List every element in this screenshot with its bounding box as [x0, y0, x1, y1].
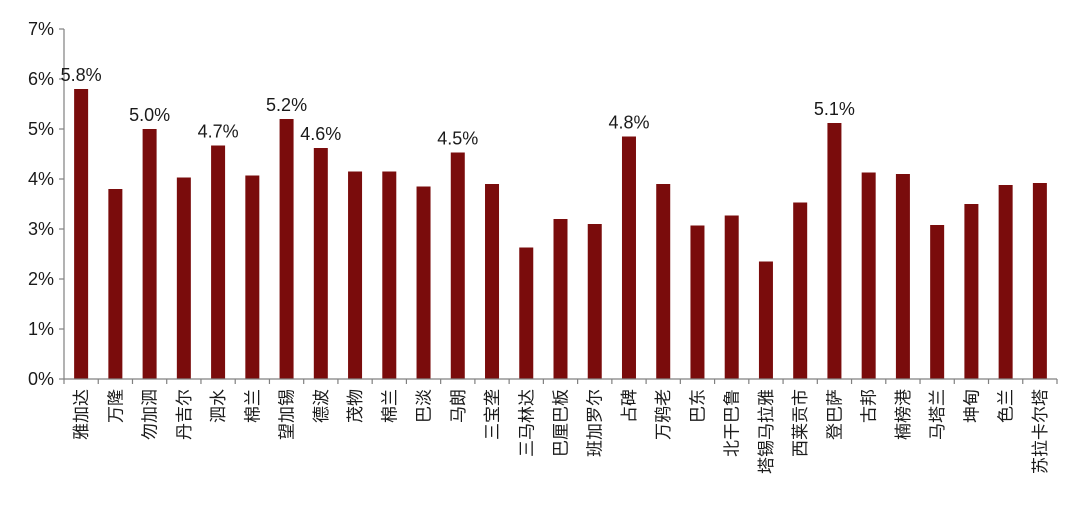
x-tick-label: 棉兰 — [243, 389, 263, 423]
x-tick-label: 西莱贡市 — [791, 389, 811, 457]
bar — [108, 189, 123, 379]
y-tick-label: 1% — [28, 319, 54, 339]
x-axis: 雅加达 万隆 勿加泗 丹吉尔 泗水 棉兰 望加锡 德波 茂物 棉兰 巴淡 马朗 三宝垄 三马林达 巴厘巴板班… — [63, 378, 1058, 474]
bar — [416, 186, 431, 379]
bar — [348, 171, 363, 379]
x-tick-label: 棉兰 — [380, 389, 400, 423]
x-tick-label: 茂物 — [346, 389, 366, 423]
x-tick-label: 马朗 — [449, 389, 469, 423]
x-tick-label: 望加锡 — [278, 389, 298, 440]
bar — [279, 119, 294, 379]
bar — [142, 129, 157, 379]
bar — [553, 219, 568, 379]
x-tick-label: 泗水 — [209, 389, 229, 423]
x-tick-label: 万隆 — [106, 389, 126, 423]
bar — [519, 247, 534, 379]
bar — [827, 123, 842, 379]
x-tick-label: 三宝垄 — [483, 389, 503, 440]
x-tick-label: 苏拉卡尔塔 — [1031, 389, 1051, 474]
bar — [176, 177, 191, 379]
bar — [724, 215, 739, 379]
data-label: 5.2% — [266, 95, 307, 115]
bar — [656, 184, 671, 379]
y-axis: 0% 1% 2% 3% 4% 5% 6% 7% — [28, 19, 65, 389]
data-label: 4.6% — [300, 124, 341, 144]
bar — [690, 225, 705, 379]
x-tick-label: 万鸦老 — [654, 389, 674, 440]
bar — [485, 184, 500, 379]
x-tick-label: 丹吉尔 — [175, 389, 195, 440]
data-label: 4.5% — [437, 129, 478, 149]
bar — [930, 225, 945, 379]
y-tick-label: 5% — [28, 119, 54, 139]
x-tick-label: 班加罗尔 — [586, 389, 606, 457]
bar — [621, 136, 636, 379]
data-label: 5.0% — [129, 105, 170, 125]
bar — [587, 224, 602, 379]
x-tick-label: 巴淡 — [415, 389, 435, 423]
bar — [895, 174, 910, 379]
x-tick-label: 马塔兰 — [928, 389, 948, 440]
x-tick-label: 雅加达 — [72, 389, 92, 440]
y-tick-label: 4% — [28, 169, 54, 189]
bar — [1032, 183, 1047, 379]
bar — [758, 261, 773, 379]
data-label: 4.8% — [608, 113, 649, 133]
bar — [450, 152, 465, 379]
bar — [861, 172, 876, 379]
x-tick-label: 塔锡马拉雅 — [757, 389, 777, 474]
x-tick-label: 北干巴鲁 — [723, 389, 743, 457]
bar — [964, 204, 979, 379]
data-label: 5.1% — [814, 99, 855, 119]
y-tick-label: 7% — [28, 19, 54, 39]
x-tick-label: 登巴萨 — [825, 389, 845, 440]
bar — [793, 202, 808, 379]
bars — [74, 89, 1047, 379]
data-label: 5.8% — [61, 65, 102, 85]
x-tick-label: 巴东 — [688, 389, 708, 423]
x-tick-label: 占碑 — [620, 389, 640, 423]
bar — [211, 145, 226, 379]
y-tick-label: 3% — [28, 219, 54, 239]
x-tick-label: 三马林达 — [517, 389, 537, 457]
bar — [382, 171, 397, 379]
x-tick-label: 勿加泗 — [141, 389, 161, 440]
data-label: 4.7% — [198, 122, 239, 142]
x-tick-label: 坤甸 — [962, 389, 982, 423]
data-labels: 5.8% 5.0% 4.7% 5.2% 4.6% 4.5% 4.8% 5.1% — [61, 65, 855, 149]
bar — [74, 89, 89, 379]
y-tick-label: 0% — [28, 369, 54, 389]
bar — [245, 175, 260, 379]
y-tick-label: 6% — [28, 69, 54, 89]
y-tick-label: 2% — [28, 269, 54, 289]
x-tick-label: 巴厘巴板 — [552, 389, 572, 457]
x-tick-label: 德波 — [312, 389, 332, 423]
x-tick-label: 楠榜港 — [894, 389, 914, 440]
bar — [998, 185, 1013, 379]
x-tick-label: 色兰 — [997, 389, 1017, 423]
bar — [313, 148, 328, 379]
x-tick-label: 古邦 — [860, 389, 880, 423]
